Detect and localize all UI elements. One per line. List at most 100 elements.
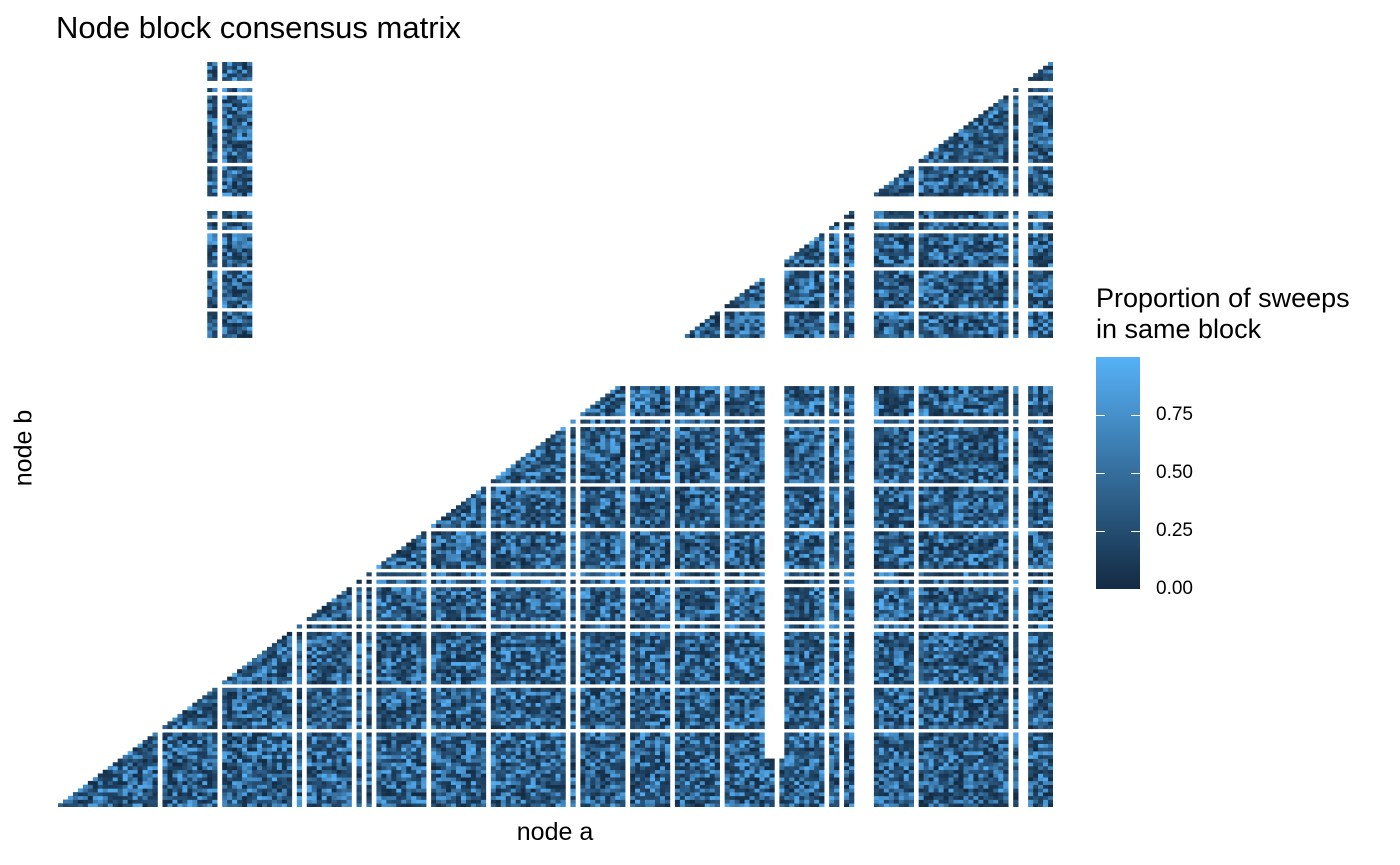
heatmap-cell [436,717,442,722]
heatmap-cell [610,780,616,785]
heatmap-cell [187,732,193,737]
heatmap-cell [500,792,507,797]
heatmap-cell [446,713,452,718]
heatmap-cell [490,739,497,744]
heatmap-cell [132,762,138,767]
heatmap-cell [247,784,253,789]
heatmap-cell [530,710,536,715]
heatmap-cell [436,747,442,752]
heatmap-cell [809,717,815,722]
heatmap-cell [197,732,203,737]
heatmap-cell [814,762,820,767]
heatmap-cell [525,680,531,685]
heatmap-cell [689,717,696,722]
heatmap-cell [734,751,740,756]
heatmap-cell [346,736,352,741]
heatmap-cell [520,769,526,774]
heatmap-cell [525,687,531,692]
heatmap-cell [326,784,332,789]
heatmap-cell [465,706,472,711]
heatmap-cell [580,769,586,774]
heatmap-cell [222,751,228,756]
heatmap-cell [177,754,183,759]
heatmap-cell [933,717,939,722]
heatmap-cell [470,803,477,807]
heatmap-cell [266,762,273,767]
heatmap-cell [898,762,905,767]
heatmap-cell [311,803,317,807]
heatmap-cell [784,799,790,804]
heatmap-cell [142,803,148,807]
heatmap-cell [545,762,551,767]
heatmap-cell [794,788,800,793]
heatmap-cell [296,799,303,804]
heatmap-cell [1028,758,1034,763]
heatmap-cell [704,792,711,797]
heatmap-cell [540,758,546,763]
heatmap-cell [749,792,755,797]
heatmap-cell [744,777,750,782]
heatmap-cell [570,762,576,767]
heatmap-cell [749,784,755,789]
heatmap-cell [187,751,193,756]
heatmap-cell [973,721,979,726]
heatmap-cell [664,739,671,744]
heatmap-cell [893,769,900,774]
heatmap-cell [416,754,422,759]
heatmap-cell [490,754,497,759]
heatmap-cell [281,795,288,800]
heatmap-cell [570,780,576,785]
heatmap-cell [590,710,596,715]
heatmap-cell [356,788,362,793]
heatmap-cell [271,702,278,707]
heatmap-cell [684,751,691,756]
heatmap-cell [739,769,745,774]
heatmap-cell [789,739,795,744]
heatmap-cell [142,795,148,800]
heatmap-cell [873,691,880,696]
heatmap-cell [421,777,427,782]
heatmap-cell [953,710,959,715]
heatmap-cell [993,751,999,756]
heatmap-cell [689,795,696,800]
heatmap-cell [993,739,999,744]
heatmap-cell [679,792,686,797]
heatmap-cell [326,799,332,804]
heatmap-cell [500,691,507,696]
heatmap-cell [1048,792,1053,797]
heatmap-cell [242,769,248,774]
heatmap-cell [659,706,666,711]
heatmap-cell [436,795,442,800]
heatmap-cell [550,710,556,715]
heatmap-cell [938,743,944,748]
heatmap-cell [242,680,248,685]
heatmap-cell [903,687,910,692]
heatmap-cell [893,725,900,730]
heatmap-cell [978,780,984,785]
heatmap-cell [107,766,114,771]
heatmap-cell [1043,736,1049,741]
heatmap-cell [948,710,954,715]
heatmap-cell [585,788,591,793]
heatmap-cell [953,762,959,767]
heatmap-cell [1038,736,1044,741]
heatmap-cell [495,713,502,718]
heatmap-cell [460,792,467,797]
heatmap-cell [520,780,526,785]
heatmap-cell [958,721,964,726]
heatmap-cell [1028,736,1034,741]
heatmap-cell [694,758,701,763]
heatmap-cell [1048,758,1053,763]
heatmap-cell [540,702,546,707]
heatmap-cell [600,803,606,807]
heatmap-cell [580,777,586,782]
heatmap-cell [615,713,621,718]
heatmap-cell [366,788,372,793]
heatmap-cell [252,721,258,726]
heatmap-cell [252,762,258,767]
heatmap-cell [232,762,238,767]
heatmap-cell [490,736,497,741]
heatmap-cell [978,710,984,715]
heatmap-cell [132,754,138,759]
heatmap-cell [441,747,447,752]
